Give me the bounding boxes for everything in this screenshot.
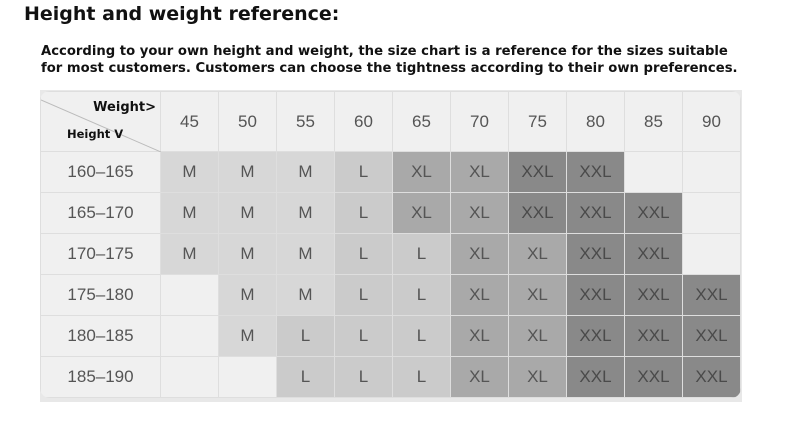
size-cell: M bbox=[218, 233, 277, 275]
size-cell: XXL bbox=[566, 356, 625, 398]
size-cell: L bbox=[334, 315, 393, 357]
size-cell: M bbox=[276, 274, 335, 316]
size-cell: L bbox=[392, 233, 451, 275]
size-cell: XL bbox=[508, 274, 567, 316]
weight-header: 85 bbox=[624, 91, 683, 152]
size-cell: XXL bbox=[566, 274, 625, 316]
size-cell bbox=[624, 151, 683, 193]
size-cell: M bbox=[218, 274, 277, 316]
size-cell bbox=[682, 233, 741, 275]
size-cell: XXL bbox=[682, 274, 741, 316]
size-cell bbox=[682, 151, 741, 193]
size-cell: XXL bbox=[508, 192, 567, 234]
description: According to your own height and weight,… bbox=[41, 44, 738, 76]
table-row: 160–165 M M M L XL XL XXL XXL bbox=[40, 151, 741, 193]
size-cell: L bbox=[392, 356, 451, 398]
size-cell: M bbox=[160, 151, 219, 193]
size-cell: M bbox=[160, 192, 219, 234]
size-cell: XXL bbox=[624, 315, 683, 357]
weight-header: 75 bbox=[508, 91, 567, 152]
height-header: 175–180 bbox=[40, 274, 161, 316]
height-header: 185–190 bbox=[40, 356, 161, 398]
size-cell bbox=[218, 356, 277, 398]
table-row: 170–175 M M M L L XL XL XXL XXL bbox=[40, 233, 741, 275]
size-cell bbox=[160, 356, 219, 398]
weight-header: 50 bbox=[218, 91, 277, 152]
size-cell: XXL bbox=[508, 151, 567, 193]
size-cell: L bbox=[392, 274, 451, 316]
size-cell: XL bbox=[450, 233, 509, 275]
weight-header: 70 bbox=[450, 91, 509, 152]
size-cell: XXL bbox=[682, 315, 741, 357]
weight-header: 90 bbox=[682, 91, 741, 152]
size-cell: XXL bbox=[566, 151, 625, 193]
weight-header: 60 bbox=[334, 91, 393, 152]
weight-header: 65 bbox=[392, 91, 451, 152]
size-cell: XXL bbox=[624, 274, 683, 316]
size-cell: M bbox=[276, 192, 335, 234]
table-row: 185–190 L L L XL XL XXL XXL XXL bbox=[40, 356, 741, 398]
size-cell: XXL bbox=[624, 356, 683, 398]
size-cell: M bbox=[160, 233, 219, 275]
table-row: 175–180 M M L L XL XL XXL XXL XXL bbox=[40, 274, 741, 316]
size-cell: L bbox=[334, 274, 393, 316]
size-cell: XXL bbox=[566, 315, 625, 357]
size-cell: XXL bbox=[624, 233, 683, 275]
size-cell: L bbox=[392, 315, 451, 357]
size-cell: L bbox=[334, 151, 393, 193]
size-cell: XXL bbox=[682, 356, 741, 398]
size-cell: M bbox=[276, 151, 335, 193]
weight-header: 55 bbox=[276, 91, 335, 152]
weight-header: 45 bbox=[160, 91, 219, 152]
size-cell: XL bbox=[508, 356, 567, 398]
size-chart-table: Weight> Height V 45 50 55 60 65 70 75 80 85 90 16… bbox=[40, 91, 741, 398]
size-cell: XL bbox=[450, 356, 509, 398]
table-row: 180–185 M L L L XL XL XXL XXL XXL bbox=[40, 315, 741, 357]
size-cell: XL bbox=[508, 233, 567, 275]
size-cell: XL bbox=[450, 192, 509, 234]
size-cell: XXL bbox=[566, 192, 625, 234]
size-cell: XL bbox=[450, 274, 509, 316]
page-title: Height and weight reference: bbox=[24, 3, 340, 25]
weight-header: 80 bbox=[566, 91, 625, 152]
diagonal-divider bbox=[41, 99, 161, 152]
size-cell: M bbox=[218, 192, 277, 234]
height-header: 170–175 bbox=[40, 233, 161, 275]
size-cell bbox=[682, 192, 741, 234]
size-cell: M bbox=[276, 233, 335, 275]
size-cell: M bbox=[218, 151, 277, 193]
size-cell: L bbox=[276, 356, 335, 398]
table-row: 165–170 M M M L XL XL XXL XXL XXL bbox=[40, 192, 741, 234]
corner-header: Weight> Height V bbox=[40, 91, 161, 152]
size-cell: L bbox=[334, 233, 393, 275]
size-cell: XXL bbox=[566, 233, 625, 275]
height-axis-label: Height V bbox=[67, 127, 124, 141]
size-cell bbox=[160, 315, 219, 357]
size-cell bbox=[160, 274, 219, 316]
size-cell: XL bbox=[450, 315, 509, 357]
size-cell: XL bbox=[392, 151, 451, 193]
height-header: 180–185 bbox=[40, 315, 161, 357]
size-cell: XL bbox=[450, 151, 509, 193]
size-cell: L bbox=[334, 192, 393, 234]
weight-axis-label: Weight> bbox=[93, 100, 156, 115]
size-cell: XL bbox=[508, 315, 567, 357]
height-header: 160–165 bbox=[40, 151, 161, 193]
size-cell: M bbox=[218, 315, 277, 357]
size-cell: XXL bbox=[624, 192, 683, 234]
size-cell: L bbox=[276, 315, 335, 357]
size-cell: L bbox=[334, 356, 393, 398]
height-header: 165–170 bbox=[40, 192, 161, 234]
size-cell: XL bbox=[392, 192, 451, 234]
